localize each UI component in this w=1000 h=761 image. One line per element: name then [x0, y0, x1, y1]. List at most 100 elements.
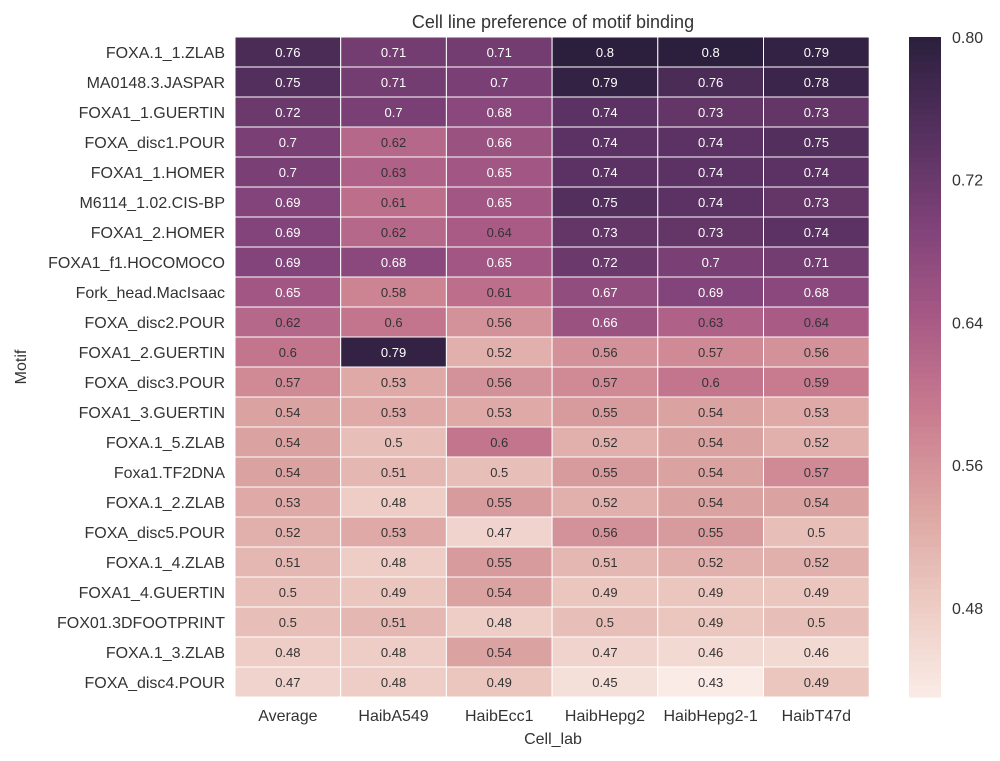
column-label-haiba549: HaibA549 [358, 708, 428, 725]
heatmap-cell [551, 576, 659, 608]
cell-value-label: 0.69 [275, 225, 300, 240]
heatmap-cell [445, 456, 553, 488]
row-label-foxa-1-4-zlab: FOXA.1_4.ZLAB [106, 555, 225, 572]
column-label-haibecc1: HaibEcc1 [465, 708, 534, 725]
cell-value-label: 0.61 [381, 195, 406, 210]
heatmap-cell [551, 606, 659, 638]
heatmap-cell [763, 456, 870, 488]
colorbar-segment [909, 421, 941, 428]
colorbar-segment [909, 631, 941, 638]
cell-value-label: 0.72 [275, 105, 300, 120]
colorbar-segment [909, 157, 941, 164]
cell-value-label: 0.48 [275, 645, 300, 660]
cell-value-label: 0.79 [804, 45, 829, 60]
colorbar-segment [909, 649, 941, 656]
colorbar-segment [909, 151, 941, 158]
cell-value-label: 0.71 [487, 45, 512, 60]
colorbar-segment [909, 577, 941, 584]
cell-value-label: 0.54 [698, 405, 723, 420]
heatmap-cell [340, 636, 447, 668]
heatmap-cell [340, 666, 447, 698]
heatmap-cell [445, 426, 553, 458]
heatmap-cell [551, 426, 659, 458]
colorbar-segment [909, 523, 941, 530]
heatmap-cell [763, 96, 870, 128]
heatmap-cell [234, 396, 342, 428]
heatmap-cell [445, 276, 553, 308]
colorbar-segment [909, 115, 941, 122]
heatmap-cell [234, 606, 342, 638]
heatmap-cell [234, 306, 342, 338]
cell-value-label: 0.53 [381, 525, 406, 540]
cell-value-label: 0.52 [804, 435, 829, 450]
heatmap-cell [445, 246, 553, 278]
colorbar-segment [909, 487, 941, 494]
heatmap-cell [234, 636, 342, 668]
cell-value-label: 0.69 [275, 195, 300, 210]
colorbar-segment [909, 691, 941, 698]
heatmap-cell [445, 156, 553, 188]
colorbar-segment [909, 43, 941, 50]
colorbar-segment [909, 481, 941, 488]
cell-value-label: 0.47 [592, 645, 617, 660]
colorbar-segment [909, 139, 941, 146]
colorbar-segment [909, 67, 941, 74]
heatmap-cell [551, 246, 659, 278]
colorbar-segment [909, 349, 941, 356]
heatmap-cell [340, 366, 447, 398]
colorbar-tick-label: 0.48 [952, 601, 983, 618]
heatmap-cell [763, 126, 870, 158]
row-label-foxa1-2-guertin: FOXA1_2.GUERTIN [79, 345, 225, 362]
heatmap-cell [340, 126, 447, 158]
colorbar-segment [909, 571, 941, 578]
heatmap-cell [445, 216, 553, 248]
heatmap-cell [340, 66, 447, 98]
cell-value-label: 0.48 [381, 555, 406, 570]
cell-value-label: 0.6 [385, 315, 403, 330]
colorbar-tick-label: 0.56 [952, 458, 983, 475]
cell-value-label: 0.73 [698, 225, 723, 240]
colorbar-segment [909, 373, 941, 380]
heatmap-cell [234, 516, 342, 548]
column-labels: Average HaibA549 HaibEcc1 HaibHepg2 HaibHepg… [258, 708, 851, 725]
colorbar-segment [909, 133, 941, 140]
cell-value-label: 0.52 [698, 555, 723, 570]
row-label-ma0148-3-jaspar: MA0148.3.JASPAR [87, 75, 225, 92]
colorbar-segment [909, 199, 941, 206]
cell-value-label: 0.75 [275, 75, 300, 90]
colorbar-segment [909, 379, 941, 386]
cell-value-label: 0.51 [381, 465, 406, 480]
cell-value-label: 0.47 [487, 525, 512, 540]
cell-value-label: 0.54 [698, 495, 723, 510]
row-label-fork-head-macisaac: Fork_head.MacIsaac [76, 285, 225, 302]
heatmap-cell [445, 36, 553, 68]
cell-value-label: 0.48 [381, 495, 406, 510]
cell-value-label: 0.57 [698, 345, 723, 360]
row-label-foxa-disc3-pour: FOXA_disc3.POUR [85, 375, 225, 392]
cell-value-label: 0.65 [275, 285, 300, 300]
colorbar-segment [909, 103, 941, 110]
heatmap-cell [551, 366, 659, 398]
row-label-foxa1-tf2dna: Foxa1.TF2DNA [114, 465, 225, 482]
cell-value-label: 0.62 [381, 135, 406, 150]
colorbar-segment [909, 85, 941, 92]
heatmap-cell [234, 336, 342, 368]
colorbar-segment [909, 565, 941, 572]
cell-value-label: 0.5 [807, 615, 825, 630]
heatmap-cell [551, 666, 659, 698]
colorbar-segment [909, 613, 941, 620]
cell-value-label: 0.74 [592, 135, 617, 150]
cell-value-label: 0.69 [275, 255, 300, 270]
cell-value-label: 0.49 [487, 675, 512, 690]
heatmap-cell [763, 336, 870, 368]
cell-value-label: 0.46 [804, 645, 829, 660]
colorbar-segment [909, 295, 941, 302]
colorbar-segment [909, 451, 941, 458]
cell-value-label: 0.43 [698, 675, 723, 690]
heatmap-cell [340, 396, 447, 428]
row-label-foxa1-3-guertin: FOXA1_3.GUERTIN [79, 405, 225, 422]
colorbar-segment [909, 643, 941, 650]
cell-value-label: 0.74 [698, 135, 723, 150]
cell-value-label: 0.55 [698, 525, 723, 540]
cell-value-label: 0.64 [804, 315, 829, 330]
